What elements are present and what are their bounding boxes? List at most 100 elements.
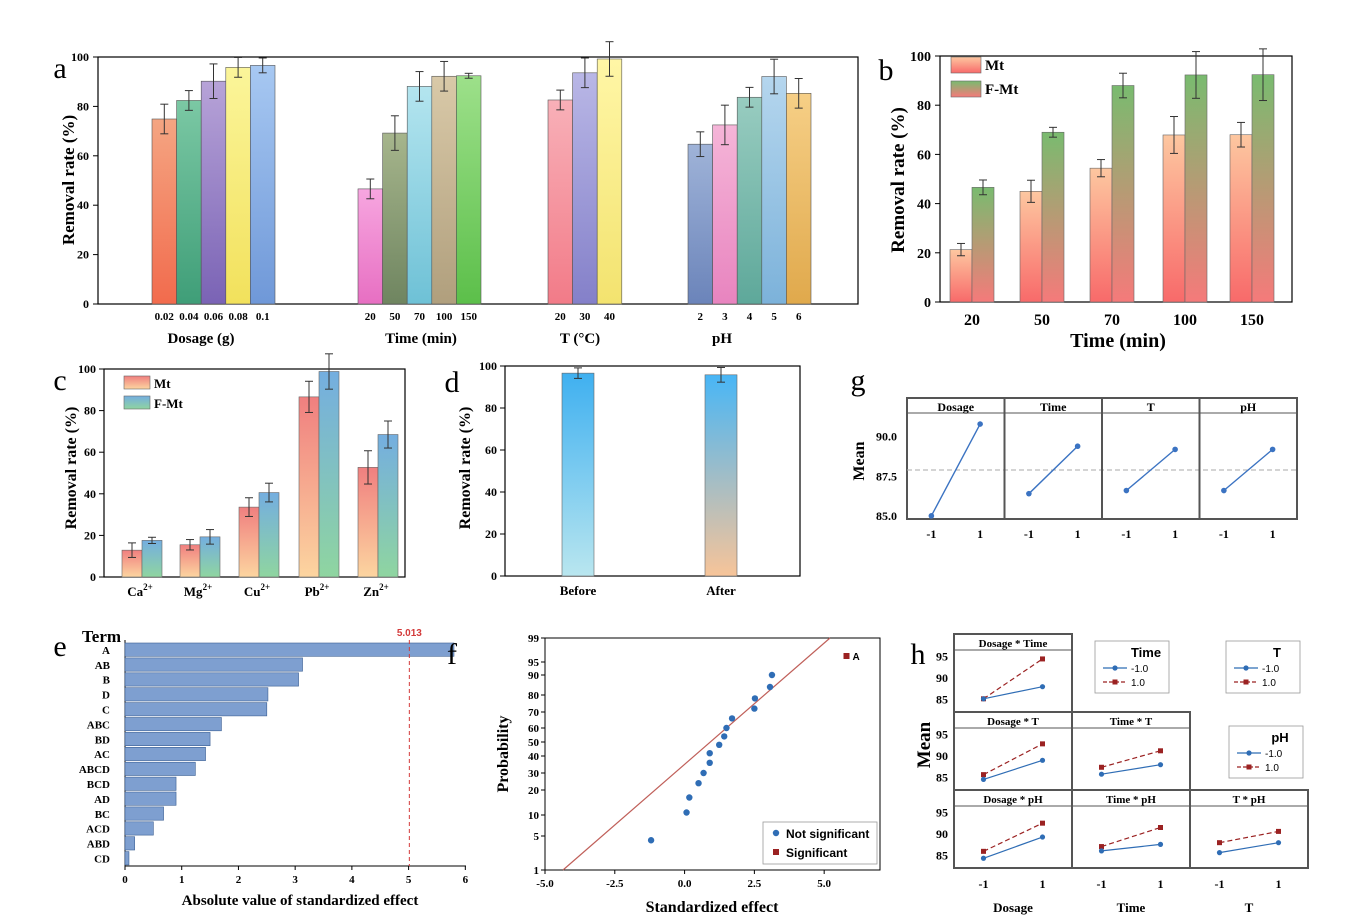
data-point bbox=[1040, 656, 1045, 662]
facet-title: pH bbox=[1240, 400, 1257, 414]
series-line-high bbox=[1101, 826, 1161, 848]
data-point bbox=[751, 695, 759, 702]
y-tick-label: 90 bbox=[528, 670, 540, 682]
bar-fmt bbox=[258, 492, 280, 578]
legend-swatch bbox=[123, 375, 151, 390]
data-point bbox=[1099, 844, 1104, 850]
x-axis-label: Standardized effect bbox=[646, 899, 780, 916]
series-line bbox=[930, 423, 981, 517]
bar-mt bbox=[1019, 191, 1043, 303]
legend-label: 1.0 bbox=[1265, 763, 1279, 774]
x-tick-label: 5.0 bbox=[817, 878, 831, 890]
y-tick-label: 1 bbox=[534, 865, 540, 877]
facet-frame bbox=[953, 789, 1073, 869]
bar bbox=[200, 80, 227, 305]
legend-title: Time bbox=[1131, 645, 1161, 660]
x-axis-label: T bbox=[1245, 900, 1254, 915]
data-point bbox=[1172, 446, 1178, 453]
x-tick-label: 2 bbox=[236, 874, 242, 886]
series-line-low bbox=[1219, 842, 1279, 854]
y-axis-label: Mean bbox=[914, 721, 935, 768]
data-point bbox=[1158, 748, 1163, 754]
x-tick-label: 70 bbox=[1104, 312, 1120, 329]
series-line-high bbox=[1219, 830, 1279, 844]
y-tick-label: 50 bbox=[528, 737, 540, 749]
bar bbox=[124, 836, 135, 851]
x-tick-label: 1 bbox=[1276, 877, 1282, 891]
bar-fmt bbox=[1184, 74, 1208, 303]
bar-mt bbox=[949, 249, 973, 303]
data-point bbox=[683, 809, 690, 816]
legend-label: Mt bbox=[154, 376, 171, 391]
x-tick-label: 50 bbox=[389, 311, 401, 323]
legend-label: Not significant bbox=[786, 827, 869, 841]
data-point bbox=[1157, 841, 1164, 848]
data-point bbox=[1216, 850, 1223, 856]
legend-swatch bbox=[950, 80, 982, 98]
data-point bbox=[706, 759, 713, 766]
facet-title: Dosage * Time bbox=[979, 638, 1048, 650]
bar bbox=[547, 99, 573, 305]
x-axis-label: pH bbox=[712, 331, 732, 347]
data-point bbox=[695, 780, 702, 787]
bar-fmt bbox=[141, 540, 163, 578]
y-tick-label: 80 bbox=[917, 99, 931, 114]
y-axis-label: Removal rate (%) bbox=[63, 407, 80, 530]
data-point bbox=[1157, 762, 1164, 768]
y-tick-label: BC bbox=[95, 809, 110, 821]
axes-frame bbox=[504, 365, 801, 577]
y-tick-label: 5 bbox=[534, 831, 540, 843]
x-axis-label: Dosage bbox=[993, 900, 1033, 915]
bar-mt bbox=[238, 506, 260, 578]
series-line-high bbox=[983, 658, 1043, 700]
x-tick-label: 20 bbox=[964, 312, 980, 329]
legend-label: -1.0 bbox=[1262, 664, 1280, 675]
y-tick-label: 10 bbox=[528, 810, 540, 822]
x-tick-label: 1 bbox=[1040, 877, 1046, 891]
y-tick-label: 40 bbox=[917, 198, 931, 213]
legend-swatch bbox=[950, 56, 982, 74]
bar bbox=[561, 372, 595, 577]
bar bbox=[761, 76, 787, 305]
panel-d: d 0 20 40 60 80 100 Removal rate (%) Before After bbox=[445, 359, 801, 598]
x-tick-label: 2 bbox=[698, 311, 704, 323]
x-tick-label: 0 bbox=[122, 874, 128, 886]
bar-mt bbox=[1089, 167, 1113, 303]
x-tick-label: 20 bbox=[555, 311, 567, 323]
y-axis-label: Probability bbox=[495, 715, 512, 792]
data-point bbox=[1099, 764, 1104, 770]
legend-label: F-Mt bbox=[985, 82, 1018, 98]
bar bbox=[124, 806, 164, 821]
x-tick-label: Zn2+ bbox=[363, 582, 389, 599]
y-tick-label: 60 bbox=[77, 149, 89, 163]
y-tick-label: 40 bbox=[528, 751, 540, 763]
x-tick-label: 6 bbox=[796, 311, 802, 323]
y-tick-label: ABC bbox=[87, 719, 110, 731]
data-point bbox=[1098, 771, 1105, 777]
y-tick-label: 95 bbox=[936, 727, 948, 741]
y-axis-label: Mean bbox=[851, 441, 868, 480]
y-tick-label: 87.5 bbox=[876, 469, 897, 483]
legend-label: -1.0 bbox=[1265, 749, 1283, 760]
y-tick-label: 100 bbox=[479, 359, 497, 373]
bar bbox=[225, 67, 251, 305]
bar bbox=[596, 58, 623, 305]
legend-label: Mt bbox=[985, 58, 1004, 74]
x-tick-label: 0.06 bbox=[204, 311, 224, 323]
legend-marker bbox=[772, 829, 780, 837]
series-line-low bbox=[983, 686, 1043, 700]
y-tick-label: 0 bbox=[924, 296, 931, 311]
y-tick-label: 95 bbox=[936, 649, 948, 663]
reference-label: 5.013 bbox=[397, 628, 422, 639]
data-point bbox=[766, 683, 774, 691]
data-point bbox=[647, 837, 655, 844]
series-line-high bbox=[983, 822, 1043, 852]
y-tick-label: BD bbox=[95, 734, 110, 746]
y-tick-label: 40 bbox=[84, 487, 96, 501]
x-tick-label: 0.04 bbox=[179, 311, 199, 323]
bar bbox=[124, 732, 211, 747]
facet-title: Dosage bbox=[937, 400, 974, 414]
data-point bbox=[980, 855, 987, 861]
series-line-low bbox=[983, 759, 1043, 780]
